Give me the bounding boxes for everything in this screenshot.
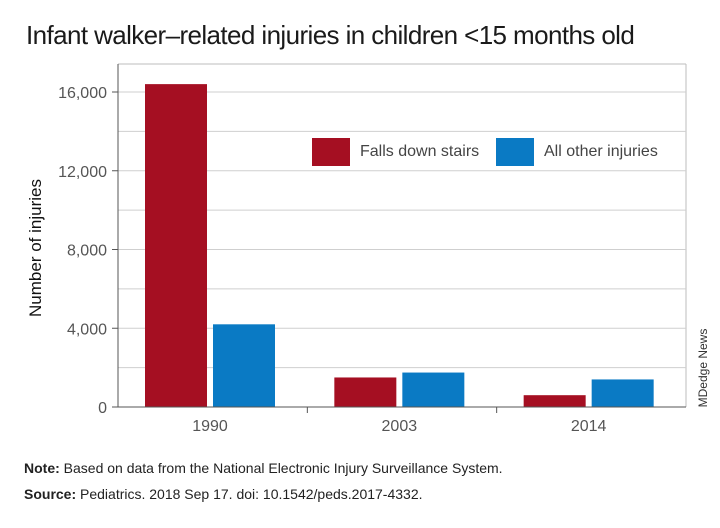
note-label: Note: — [24, 460, 60, 476]
x-tick-label-2014: 2014 — [571, 418, 607, 435]
bar-falls-1990 — [145, 84, 207, 407]
source-label: Source: — [24, 486, 77, 502]
y-axis-label: Number of injuries — [26, 179, 45, 317]
legend-label-falls: Falls down stairs — [360, 143, 480, 160]
y-tick-label: 4,000 — [67, 321, 107, 338]
chart-title: Infant walker–related injuries in childr… — [26, 20, 635, 50]
legend-swatch-falls — [312, 138, 350, 166]
x-tick-label-2003: 2003 — [382, 418, 418, 435]
note-body: Based on data from the National Electron… — [59, 460, 503, 476]
bar-other-2003 — [402, 372, 465, 407]
y-tick-label: 8,000 — [67, 243, 107, 260]
bar-other-1990 — [213, 324, 275, 407]
bar-other-2014 — [591, 379, 654, 407]
credit-text: MDedge News — [696, 328, 710, 408]
y-tick-label: 16,000 — [58, 85, 107, 102]
legend-item-other: All other injuries — [496, 138, 658, 166]
legend-item-falls: Falls down stairs — [312, 138, 479, 166]
source-body: Pediatrics. 2018 Sep 17. doi: 10.1542/pe… — [76, 486, 423, 502]
note-text: Note: Based on data from the National El… — [24, 460, 503, 476]
bar-falls-2014 — [523, 395, 586, 407]
y-tick-label: 0 — [98, 400, 107, 417]
legend-swatch-other — [496, 138, 534, 166]
x-tick-label-1990: 1990 — [192, 418, 228, 435]
y-tick-label: 12,000 — [58, 164, 107, 181]
legend-label-other: All other injuries — [544, 143, 658, 160]
bar-falls-2003 — [334, 377, 397, 407]
source-text: Source: Pediatrics. 2018 Sep 17. doi: 10… — [24, 486, 423, 502]
